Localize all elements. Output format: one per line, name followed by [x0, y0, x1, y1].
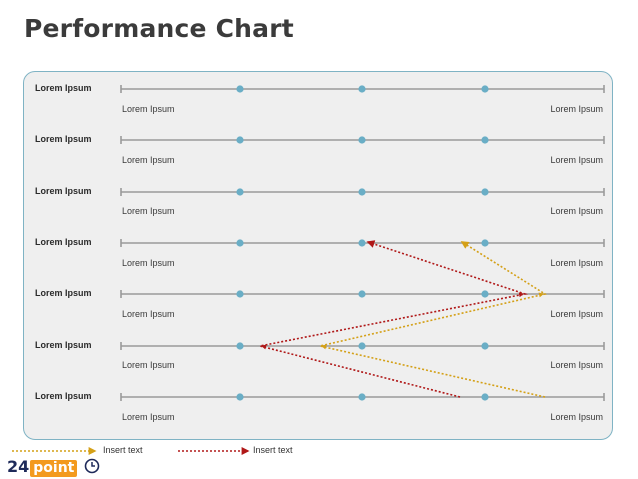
- row-sub-label-right: Lorem Ipsum: [550, 309, 603, 319]
- row-sub-label-right: Lorem Ipsum: [550, 258, 603, 268]
- row-sub-label-right: Lorem Ipsum: [550, 412, 603, 422]
- row-label: Lorem Ipsum: [35, 83, 92, 93]
- row-sub-label-left: Lorem Ipsum: [122, 104, 175, 114]
- row-sub-label-left: Lorem Ipsum: [122, 412, 175, 422]
- track-marker: [236, 239, 244, 247]
- track-marker: [236, 136, 244, 144]
- track-marker: [236, 85, 244, 93]
- row-sub-label-right: Lorem Ipsum: [550, 360, 603, 370]
- track-marker: [481, 342, 489, 350]
- row-sub-label-right: Lorem Ipsum: [550, 104, 603, 114]
- track-marker: [481, 188, 489, 196]
- row-label: Lorem Ipsum: [35, 288, 92, 298]
- logo-number: 24: [7, 457, 30, 476]
- track-marker: [236, 290, 244, 298]
- page-title: Performance Chart: [24, 14, 294, 43]
- track-marker: [481, 239, 489, 247]
- track-marker: [358, 342, 366, 350]
- track-marker: [358, 136, 366, 144]
- clock-icon: [84, 458, 100, 474]
- row-label: Lorem Ipsum: [35, 391, 92, 401]
- legend-gold-label: Insert text: [103, 445, 143, 455]
- row-sub-label-left: Lorem Ipsum: [122, 309, 175, 319]
- track-marker: [358, 239, 366, 247]
- chart-panel: [23, 71, 613, 440]
- row-sub-label-right: Lorem Ipsum: [550, 206, 603, 216]
- track-marker: [236, 342, 244, 350]
- gold-arrow-to-row5: [321, 344, 327, 350]
- row-sub-label-left: Lorem Ipsum: [122, 155, 175, 165]
- track-marker: [481, 393, 489, 401]
- track-marker: [358, 290, 366, 298]
- row-sub-label-left: Lorem Ipsum: [122, 206, 175, 216]
- row-label: Lorem Ipsum: [35, 186, 92, 196]
- logo-word: point: [30, 460, 78, 477]
- red-trend-line: [259, 240, 529, 398]
- track-marker: [481, 290, 489, 298]
- track-marker: [236, 188, 244, 196]
- row-label: Lorem Ipsum: [35, 340, 92, 350]
- gold-trend-line: [319, 241, 548, 398]
- row-sub-label-right: Lorem Ipsum: [550, 155, 603, 165]
- row-sub-label-left: Lorem Ipsum: [122, 258, 175, 268]
- track-marker: [236, 393, 244, 401]
- track-marker: [358, 393, 366, 401]
- track-marker: [481, 136, 489, 144]
- row-sub-label-left: Lorem Ipsum: [122, 360, 175, 370]
- legend-red-label: Insert text: [253, 445, 293, 455]
- brand-logo: 24 point: [7, 457, 100, 477]
- row-label: Lorem Ipsum: [35, 237, 92, 247]
- track-marker: [358, 85, 366, 93]
- track-marker: [358, 188, 366, 196]
- row-label: Lorem Ipsum: [35, 134, 92, 144]
- track-marker: [481, 85, 489, 93]
